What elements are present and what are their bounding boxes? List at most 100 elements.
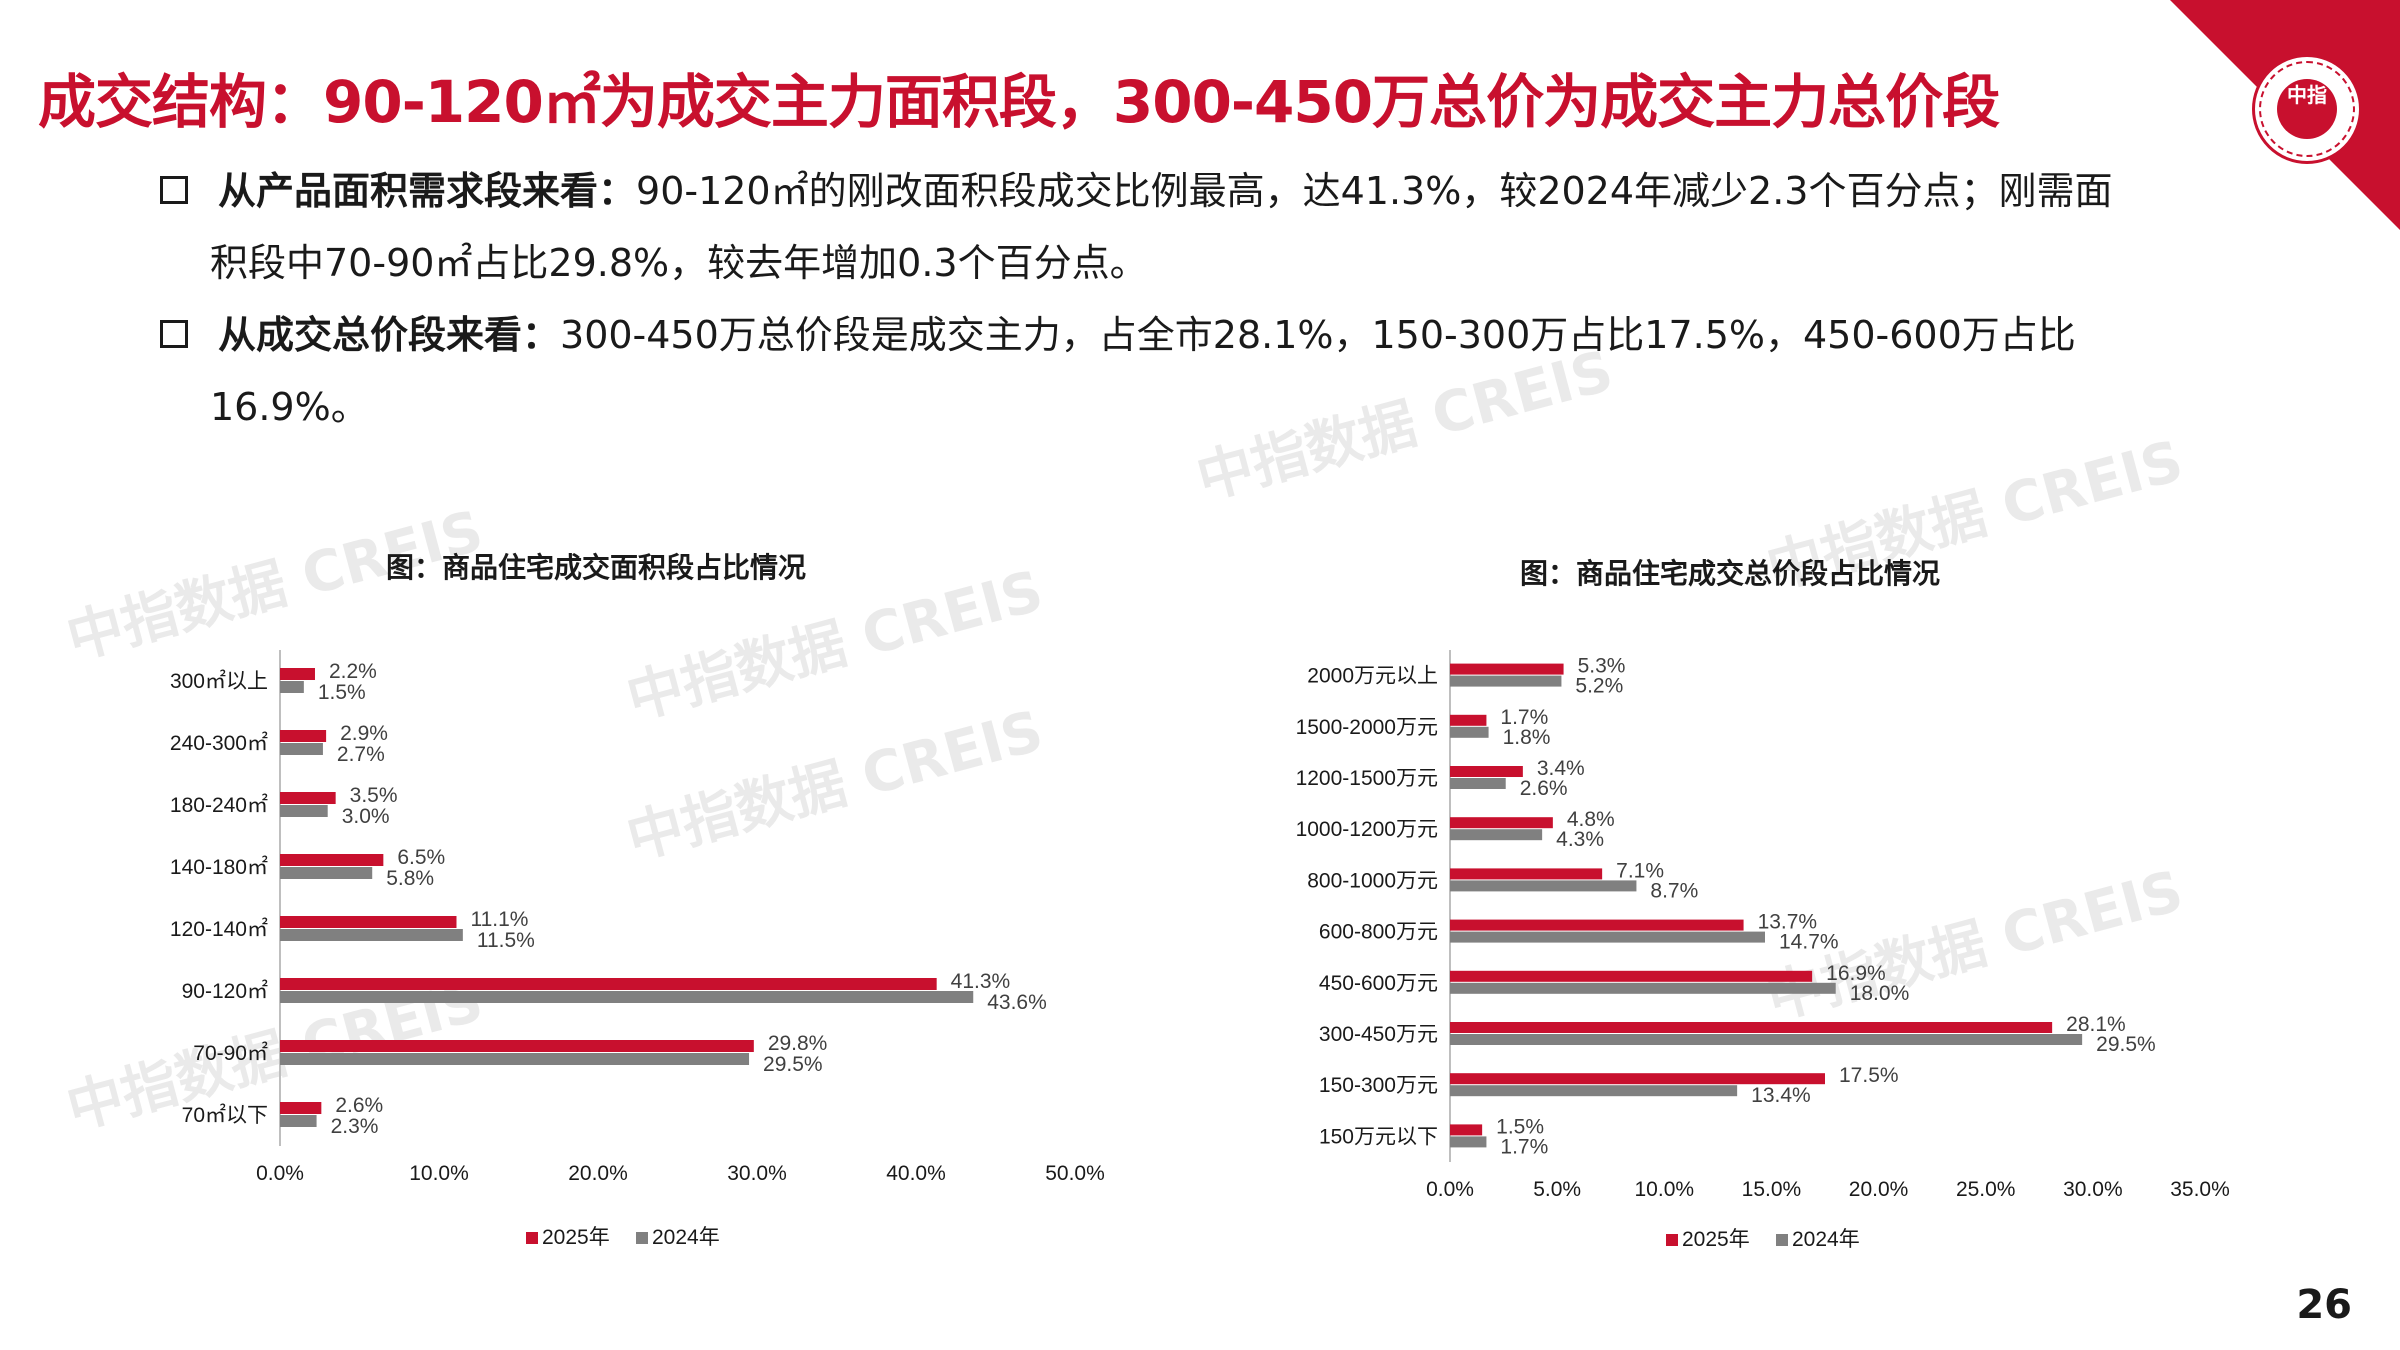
logo-text: 中指 xyxy=(2277,79,2337,139)
data-label: 43.6% xyxy=(987,991,1047,1014)
data-label: 1.7% xyxy=(1500,1135,1548,1158)
data-label: 3.4% xyxy=(1537,757,1585,780)
bar-2024 xyxy=(1450,778,1506,789)
logo-seal: 中指 xyxy=(2252,54,2362,164)
tick-label: 20.0% xyxy=(568,1162,628,1185)
legend-label: 2024年 xyxy=(652,1226,720,1249)
data-label: 3.0% xyxy=(342,805,390,828)
bar-2025 xyxy=(1450,919,1744,931)
bar-2024 xyxy=(1450,1136,1487,1148)
tick-label: 50.0% xyxy=(1045,1162,1105,1185)
category-label: 600-800万元 xyxy=(1319,921,1438,944)
bar-2025 xyxy=(280,916,457,928)
bar-2024 xyxy=(1450,726,1489,738)
tick-label: 30.0% xyxy=(727,1162,787,1185)
bar-2024 xyxy=(1450,1085,1738,1097)
tick-label: 15.0% xyxy=(1742,1178,1802,1201)
bar-2025 xyxy=(1450,766,1523,777)
data-label: 1.5% xyxy=(318,681,366,704)
data-label: 1.5% xyxy=(1496,1115,1544,1138)
data-label: 7.1% xyxy=(1616,859,1664,882)
data-label: 11.5% xyxy=(477,929,535,952)
bar-2025 xyxy=(280,1102,322,1114)
bullet-1-label: 从产品面积需求段来看： xyxy=(218,169,637,213)
bullet-1-line1: 90-120㎡的刚改面积段成交比例最高，达41.3%，较2024年减少2.3个百… xyxy=(636,169,2113,213)
category-label: 240-300㎡ xyxy=(170,731,268,755)
data-label: 4.3% xyxy=(1556,828,1604,851)
bullet-2-line1: 300-450万总价段是成交主力，占全市28.1%，150-300万占比17.5… xyxy=(560,313,2076,357)
bar-2025 xyxy=(1450,1124,1483,1136)
data-label: 1.8% xyxy=(1503,726,1551,749)
tick-label: 10.0% xyxy=(1635,1178,1695,1201)
chart-2-title: 图：商品住宅成交总价段占比情况 xyxy=(1520,557,1941,590)
legend-swatch xyxy=(1776,1234,1788,1246)
data-label: 29.5% xyxy=(763,1053,823,1076)
bar-2025 xyxy=(280,978,937,990)
tick-label: 5.0% xyxy=(1533,1178,1581,1201)
tick-label: 10.0% xyxy=(409,1162,469,1185)
bar-2025 xyxy=(1450,714,1487,726)
bar-2025 xyxy=(1450,817,1553,829)
tick-label: 20.0% xyxy=(1849,1178,1909,1201)
bar-2025 xyxy=(1450,1022,2053,1033)
data-label: 28.1% xyxy=(2066,1013,2126,1036)
chart-1-title: 图：商品住宅成交面积段占比情况 xyxy=(386,551,807,584)
bar-2025 xyxy=(280,1040,754,1052)
bullet-2-line2: 16.9%。 xyxy=(210,385,369,429)
category-label: 140-180㎡ xyxy=(170,855,268,879)
bar-2024 xyxy=(280,681,304,693)
data-label: 4.8% xyxy=(1567,808,1615,831)
bar-2024 xyxy=(1450,982,1836,994)
category-label: 120-140㎡ xyxy=(170,917,268,941)
legend-swatch xyxy=(636,1232,648,1244)
data-label: 13.7% xyxy=(1758,911,1818,934)
data-label: 11.1% xyxy=(470,908,528,931)
category-label: 150-300万元 xyxy=(1319,1074,1438,1097)
data-label: 6.5% xyxy=(397,846,445,869)
page-number: 26 xyxy=(2296,1282,2352,1328)
legend-label: 2025年 xyxy=(1682,1228,1750,1251)
bar-2024 xyxy=(280,743,323,755)
bullet-2: 从成交总价段来看：300-450万总价段是成交主力，占全市28.1%，150-3… xyxy=(160,299,2076,371)
bar-2025 xyxy=(280,668,315,680)
data-label: 17.5% xyxy=(1839,1064,1899,1087)
category-label: 300-450万元 xyxy=(1319,1023,1438,1046)
tick-label: 25.0% xyxy=(1956,1178,2016,1201)
bullet-1: 从产品面积需求段来看：90-120㎡的刚改面积段成交比例最高，达41.3%，较2… xyxy=(160,155,2112,227)
legend-swatch xyxy=(526,1232,538,1244)
area-chart: 300㎡以上 2.2%1.5% 240-300㎡ 2.9%2.7% 180-240㎡ 3.… xyxy=(170,650,1105,1249)
data-label: 2.6% xyxy=(1520,777,1568,800)
data-label: 29.8% xyxy=(768,1032,828,1055)
checkbox-square-icon xyxy=(160,319,188,348)
data-label: 2.3% xyxy=(331,1115,379,1138)
category-label: 180-240㎡ xyxy=(170,793,268,817)
category-label: 90-120㎡ xyxy=(182,979,268,1003)
data-label: 1.7% xyxy=(1500,706,1548,729)
bullet-2-label: 从成交总价段来看： xyxy=(218,313,561,357)
data-label: 8.7% xyxy=(1650,879,1698,902)
price-chart: 2000万元以上 5.3%5.2%1500-2000万元 1.7%1.8%1200-… xyxy=(1296,650,2230,1251)
tick-label: 30.0% xyxy=(2063,1178,2123,1201)
bar-2024 xyxy=(1450,829,1543,841)
data-label: 13.4% xyxy=(1751,1084,1811,1107)
page-title: 成交结构：90-120㎡为成交主力面积段，300-450万总价为成交主力总价段 xyxy=(38,68,2000,136)
bar-2024 xyxy=(280,867,373,879)
data-label: 2.9% xyxy=(340,722,388,745)
data-label: 5.8% xyxy=(386,867,434,890)
bar-2025 xyxy=(1450,868,1603,880)
legend-swatch xyxy=(1666,1234,1678,1246)
bar-2025 xyxy=(1450,970,1813,982)
data-label: 5.3% xyxy=(1578,655,1626,678)
category-label: 1200-1500万元 xyxy=(1296,767,1438,790)
data-label: 2.7% xyxy=(337,743,385,766)
bar-2024 xyxy=(1450,880,1637,892)
category-label: 70-90㎡ xyxy=(193,1041,268,1065)
bar-2024 xyxy=(280,805,328,817)
bar-2025 xyxy=(280,854,384,866)
data-label: 3.5% xyxy=(350,784,398,807)
tick-label: 40.0% xyxy=(886,1162,946,1185)
seal-ring xyxy=(2259,61,2355,157)
legend-label: 2025年 xyxy=(542,1226,610,1249)
tick-label: 35.0% xyxy=(2170,1178,2230,1201)
data-label: 29.5% xyxy=(2096,1033,2156,1056)
